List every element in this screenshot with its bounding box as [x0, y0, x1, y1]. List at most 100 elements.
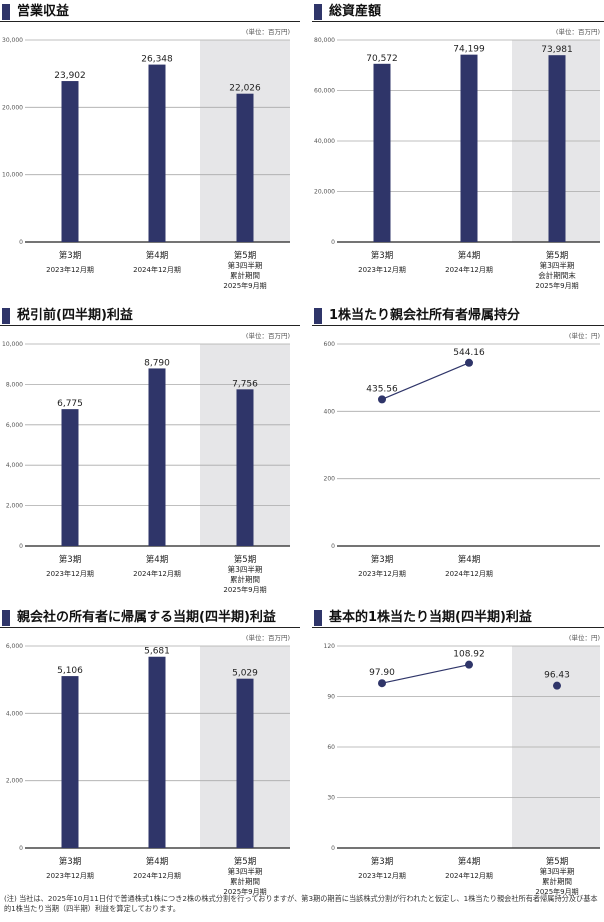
data-label: 108.92 — [453, 650, 485, 660]
chart-panel: 税引前(四半期)利益 (単位：百万円) 0 2,000 4,000 6,000 8,000 1… — [0, 304, 300, 604]
x-category-date: 2025年9月期 — [535, 281, 578, 290]
y-tick-label: 200 — [324, 476, 336, 483]
bar — [148, 368, 166, 546]
unit-label: (単位：百万円) — [556, 27, 600, 36]
data-label: 70,572 — [366, 54, 398, 64]
x-category-label: 第5期 — [234, 554, 256, 565]
y-tick-label: 120 — [324, 643, 336, 650]
x-category-sublabel: 第3四半期 — [228, 866, 263, 876]
chart-svg: (単位：百万円) 0 2,000 4,000 6,000 第3期 2023年12月期 第4期 2… — [6, 633, 290, 896]
data-point — [378, 679, 386, 688]
unit-label: (単位：百万円) — [246, 27, 290, 36]
x-category-date: 2025年9月期 — [223, 887, 266, 896]
x-category-date: 2024年12月期 — [133, 265, 181, 274]
chart-title-bar: 基本的1株当たり当期(四半期)利益 — [312, 609, 604, 628]
y-tick-label: 0 — [19, 239, 23, 246]
x-category-sublabel: 累計期間 — [542, 876, 572, 886]
x-category-label: 第4期 — [458, 554, 480, 565]
x-category-label: 第4期 — [458, 856, 480, 867]
y-tick-label: 6,000 — [6, 422, 23, 429]
x-category-date: 2024年12月期 — [133, 871, 181, 880]
y-tick-label: 600 — [324, 341, 336, 348]
title-marker — [2, 610, 10, 626]
bar — [61, 81, 79, 242]
chart-title: 営業収益 — [17, 4, 70, 19]
chart-panel: 親会社の所有者に帰属する当期(四半期)利益 (単位：百万円) 0 2,000 4,000… — [0, 606, 300, 906]
data-label: 435.56 — [366, 384, 398, 394]
x-category-date: 2024年12月期 — [133, 569, 181, 578]
x-category-date: 2023年12月期 — [358, 871, 406, 880]
x-category-date: 2023年12月期 — [358, 265, 406, 274]
bar — [61, 676, 79, 848]
data-point — [465, 660, 473, 669]
data-label: 26,348 — [141, 55, 173, 65]
bar — [373, 63, 391, 243]
chart-svg: (単位：百万円) 0 20,000 40,000 60,000 80,000 第3期 2023… — [314, 27, 600, 290]
y-tick-label: 0 — [331, 239, 335, 246]
bar — [460, 54, 478, 243]
unit-label: (単位：百万円) — [246, 331, 290, 340]
x-category-label: 第4期 — [146, 250, 168, 261]
data-label: 8,790 — [144, 358, 170, 368]
x-category-sublabel: 第3四半期 — [228, 260, 263, 270]
data-point — [378, 395, 386, 404]
y-tick-label: 80,000 — [314, 37, 335, 44]
chart-title-bar: 税引前(四半期)利益 — [0, 307, 300, 326]
title-marker — [314, 4, 322, 20]
y-tick-label: 20,000 — [314, 189, 335, 196]
data-point — [553, 681, 561, 690]
footnote: (注) 当社は、2025年10月11日付で普通株式1株につき2株の株式分割を行っ… — [4, 894, 598, 913]
data-label: 5,106 — [57, 666, 83, 676]
x-category-label: 第5期 — [234, 856, 256, 867]
title-marker — [2, 4, 10, 20]
data-label: 5,029 — [232, 669, 258, 679]
y-tick-label: 0 — [19, 543, 23, 550]
data-label: 73,981 — [541, 45, 573, 55]
y-tick-label: 4,000 — [6, 710, 23, 717]
data-label: 23,902 — [54, 71, 86, 81]
chart-title: 親会社の所有者に帰属する当期(四半期)利益 — [17, 610, 276, 625]
y-tick-label: 0 — [19, 845, 23, 852]
y-tick-label: 20,000 — [2, 104, 23, 111]
x-category-date: 2024年12月期 — [445, 265, 493, 274]
chart-panel: 1株当たり親会社所有者帰属持分 (単位：円) 0 200 400 600 第3期 2023年1… — [312, 304, 604, 604]
y-tick-label: 0 — [331, 845, 335, 852]
y-tick-label: 0 — [331, 543, 335, 550]
y-tick-label: 8,000 — [6, 381, 23, 388]
data-label: 7,756 — [232, 379, 258, 389]
x-category-date: 2024年12月期 — [445, 871, 493, 880]
chart-panel: 基本的1株当たり当期(四半期)利益 (単位：円) 0 30 60 90 120 第3期 2023… — [312, 606, 604, 906]
x-category-label: 第3期 — [371, 856, 393, 867]
y-tick-label: 400 — [324, 408, 336, 415]
bar — [548, 55, 566, 243]
x-category-date: 2025年9月期 — [223, 281, 266, 290]
data-point — [465, 358, 473, 367]
title-marker — [2, 308, 10, 324]
chart-title: 税引前(四半期)利益 — [17, 308, 133, 323]
bar — [61, 409, 79, 546]
bar — [236, 93, 254, 243]
title-marker — [314, 308, 322, 324]
x-category-sublabel: 第3四半期 — [540, 866, 575, 876]
title-marker — [314, 610, 322, 626]
bar — [236, 389, 254, 546]
x-category-sublabel: 累計期間 — [230, 574, 260, 584]
chart-panel: 総資産額 (単位：百万円) 0 20,000 40,000 60,000 80,000 第3期… — [312, 0, 604, 300]
y-tick-label: 2,000 — [6, 503, 23, 510]
data-label: 97.90 — [369, 668, 395, 678]
y-tick-label: 40,000 — [314, 138, 335, 145]
unit-label: (単位：円) — [569, 331, 600, 340]
y-tick-label: 10,000 — [2, 172, 23, 179]
x-category-label: 第5期 — [546, 856, 568, 867]
bar — [148, 64, 166, 242]
bar — [148, 656, 166, 848]
data-label: 96.43 — [544, 671, 570, 681]
series-line — [381, 362, 470, 400]
chart-title: 総資産額 — [329, 4, 382, 19]
chart-panel: 営業収益 (単位：百万円) 0 10,000 20,000 30,000 第3期 2023年1… — [0, 0, 300, 300]
data-label: 74,199 — [453, 45, 485, 55]
x-category-date: 2023年12月期 — [358, 569, 406, 578]
x-category-sublabel: 累計期間 — [230, 270, 260, 280]
y-tick-label: 10,000 — [2, 341, 23, 348]
data-label: 5,681 — [144, 647, 170, 657]
